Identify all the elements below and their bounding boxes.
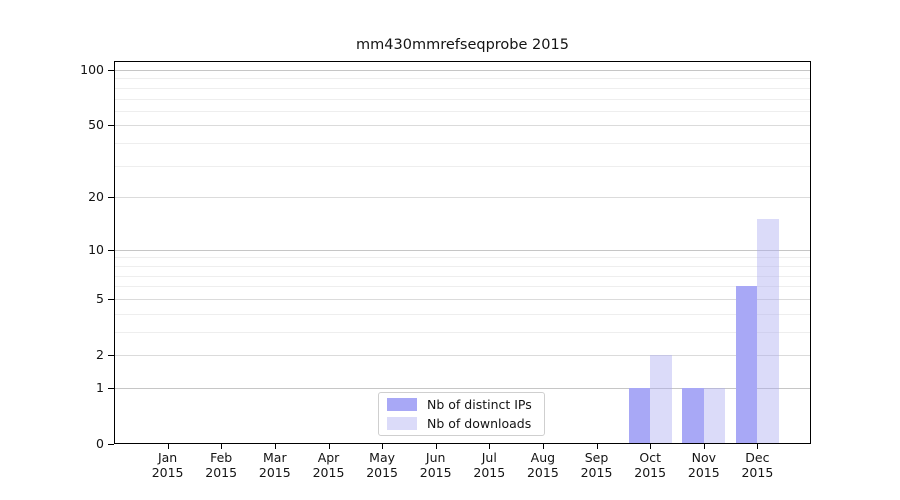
x-tick-mark bbox=[274, 444, 276, 449]
legend-item-distinct-ips: Nb of distinct IPs bbox=[387, 397, 536, 412]
x-tick-month: Apr bbox=[317, 450, 340, 465]
x-tick-month: Mar bbox=[263, 450, 287, 465]
x-tick-mark bbox=[435, 444, 437, 449]
y-tick-label: 10 bbox=[88, 241, 104, 257]
x-tick-mark bbox=[542, 444, 544, 449]
y-tick-label: 5 bbox=[96, 290, 104, 306]
minor-gridline bbox=[115, 275, 810, 277]
y-tick-mark bbox=[108, 70, 114, 71]
minor-gridline bbox=[115, 98, 810, 100]
x-tick-label: Dec 2015 bbox=[729, 450, 785, 480]
x-tick-month: Sep bbox=[584, 450, 609, 465]
x-tick-mark bbox=[382, 444, 384, 449]
x-tick-year: 2015 bbox=[205, 465, 238, 480]
x-tick-mark bbox=[596, 444, 598, 449]
x-tick-mark bbox=[703, 444, 705, 449]
minor-gridline bbox=[115, 313, 810, 315]
minor-gridline bbox=[115, 331, 810, 333]
x-tick-label: Mar 2015 bbox=[247, 450, 303, 480]
x-tick-month: Jun bbox=[425, 450, 446, 465]
minor-gridline bbox=[115, 265, 810, 267]
legend: Nb of distinct IPs Nb of downloads bbox=[378, 392, 545, 436]
major-gridline bbox=[115, 249, 810, 251]
x-tick-label: Jul 2015 bbox=[461, 450, 517, 480]
plot-area bbox=[114, 61, 811, 444]
x-tick-year: 2015 bbox=[366, 465, 398, 480]
x-tick-mark bbox=[650, 444, 652, 449]
legend-label-downloads: Nb of downloads bbox=[427, 416, 532, 431]
x-tick-label: Nov 2015 bbox=[676, 450, 732, 480]
x-tick-month: Dec bbox=[745, 450, 770, 465]
bar-downloads bbox=[703, 387, 726, 443]
legend-label-distinct-ips: Nb of distinct IPs bbox=[427, 397, 532, 412]
x-tick-mark bbox=[328, 444, 330, 449]
x-tick-mark bbox=[489, 444, 491, 449]
bar-distinct-ips bbox=[735, 286, 758, 443]
major-gridline bbox=[115, 125, 810, 127]
minor-gridline bbox=[115, 78, 810, 80]
y-tick-label: 1 bbox=[96, 379, 104, 395]
x-tick-month: Jan bbox=[157, 450, 178, 465]
y-tick-mark bbox=[108, 387, 114, 389]
x-tick-year: 2015 bbox=[741, 465, 774, 480]
x-tick-month: Nov bbox=[691, 450, 716, 465]
x-tick-month: Jul bbox=[481, 450, 497, 465]
bar-downloads bbox=[650, 355, 672, 443]
x-tick-label: May 2015 bbox=[354, 450, 410, 480]
x-tick-label: Feb 2015 bbox=[193, 450, 249, 480]
minor-gridline bbox=[115, 165, 810, 167]
x-tick-year: 2015 bbox=[526, 465, 559, 480]
x-tick-month: Aug bbox=[530, 450, 556, 465]
y-tick-label: 0 bbox=[96, 436, 104, 451]
y-tick-mark bbox=[108, 249, 114, 251]
bar-distinct-ips bbox=[682, 387, 704, 443]
y-tick-mark bbox=[108, 125, 114, 127]
x-tick-year: 2015 bbox=[634, 465, 667, 480]
major-gridline bbox=[115, 197, 810, 199]
x-tick-label: Jan 2015 bbox=[140, 450, 196, 480]
minor-gridline bbox=[115, 257, 810, 259]
major-gridline bbox=[115, 298, 810, 300]
x-tick-label: Oct 2015 bbox=[622, 450, 678, 480]
x-tick-mark bbox=[221, 444, 223, 449]
x-tick-year: 2015 bbox=[580, 465, 613, 480]
x-tick-label: Sep 2015 bbox=[569, 450, 625, 480]
x-tick-year: 2015 bbox=[312, 465, 345, 480]
bar-downloads bbox=[757, 219, 779, 443]
major-gridline bbox=[115, 70, 810, 71]
minor-gridline bbox=[115, 286, 810, 288]
x-tick-year: 2015 bbox=[151, 465, 184, 480]
y-tick-label: 100 bbox=[80, 62, 104, 77]
chart-title: mm430mmrefseqprobe 2015 bbox=[356, 37, 569, 53]
y-tick-mark bbox=[108, 197, 114, 199]
minor-gridline bbox=[115, 110, 810, 112]
x-tick-mark bbox=[757, 444, 759, 449]
major-gridline bbox=[115, 387, 810, 389]
y-tick-label: 50 bbox=[88, 117, 104, 133]
legend-swatch-downloads bbox=[387, 417, 417, 430]
y-tick-label: 20 bbox=[88, 189, 104, 205]
x-tick-year: 2015 bbox=[258, 465, 291, 480]
x-tick-mark bbox=[167, 444, 169, 449]
legend-item-downloads: Nb of downloads bbox=[387, 416, 536, 431]
minor-gridline bbox=[115, 87, 810, 89]
x-tick-year: 2015 bbox=[419, 465, 452, 480]
bar-distinct-ips bbox=[628, 387, 651, 443]
x-tick-month: May bbox=[369, 450, 396, 465]
minor-gridline bbox=[115, 143, 810, 145]
x-tick-label: Aug 2015 bbox=[515, 450, 571, 480]
x-tick-month: Oct bbox=[639, 450, 661, 465]
x-tick-month: Feb bbox=[210, 450, 233, 465]
x-tick-label: Jun 2015 bbox=[408, 450, 464, 480]
y-tick-mark bbox=[108, 298, 114, 300]
legend-swatch-distinct-ips bbox=[387, 398, 417, 411]
x-tick-year: 2015 bbox=[473, 465, 506, 480]
major-gridline bbox=[115, 355, 810, 356]
y-tick-mark bbox=[108, 444, 114, 445]
y-tick-mark bbox=[108, 355, 114, 356]
x-tick-label: Apr 2015 bbox=[301, 450, 357, 480]
x-tick-year: 2015 bbox=[687, 465, 720, 480]
y-tick-label: 2 bbox=[96, 347, 104, 362]
